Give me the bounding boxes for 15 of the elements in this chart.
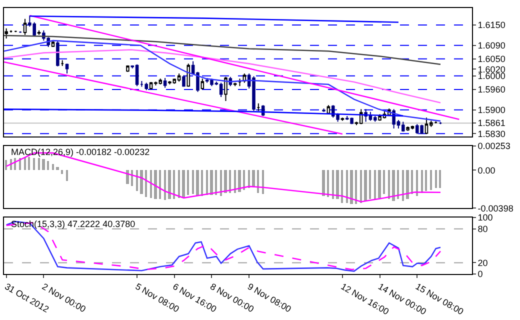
- y-tick-label: -0.00398: [478, 203, 514, 214]
- y-tick-label: 1.6150: [478, 20, 506, 30]
- y-tick-label: 0.00: [478, 165, 496, 176]
- y-tick-label: 100: [478, 212, 493, 223]
- y-tick-label: 1.5900: [478, 105, 506, 115]
- y-tick-label: 1.5960: [478, 84, 506, 95]
- y-tick-label: 1.5861: [478, 118, 506, 128]
- y-tick-label: 1.6050: [478, 54, 506, 64]
- y-tick-label: 1.5830: [478, 128, 506, 139]
- y-tick-label: 0: [478, 269, 483, 280]
- chart-title: MACD(12,26,9) -0.00182 -0.00232: [11, 147, 150, 157]
- y-tick-label: 0.00253: [478, 141, 510, 152]
- y-tick-label: 80: [478, 224, 488, 234]
- y-tick-label: 20: [478, 258, 488, 268]
- y-tick-label: 1.6090: [478, 40, 506, 50]
